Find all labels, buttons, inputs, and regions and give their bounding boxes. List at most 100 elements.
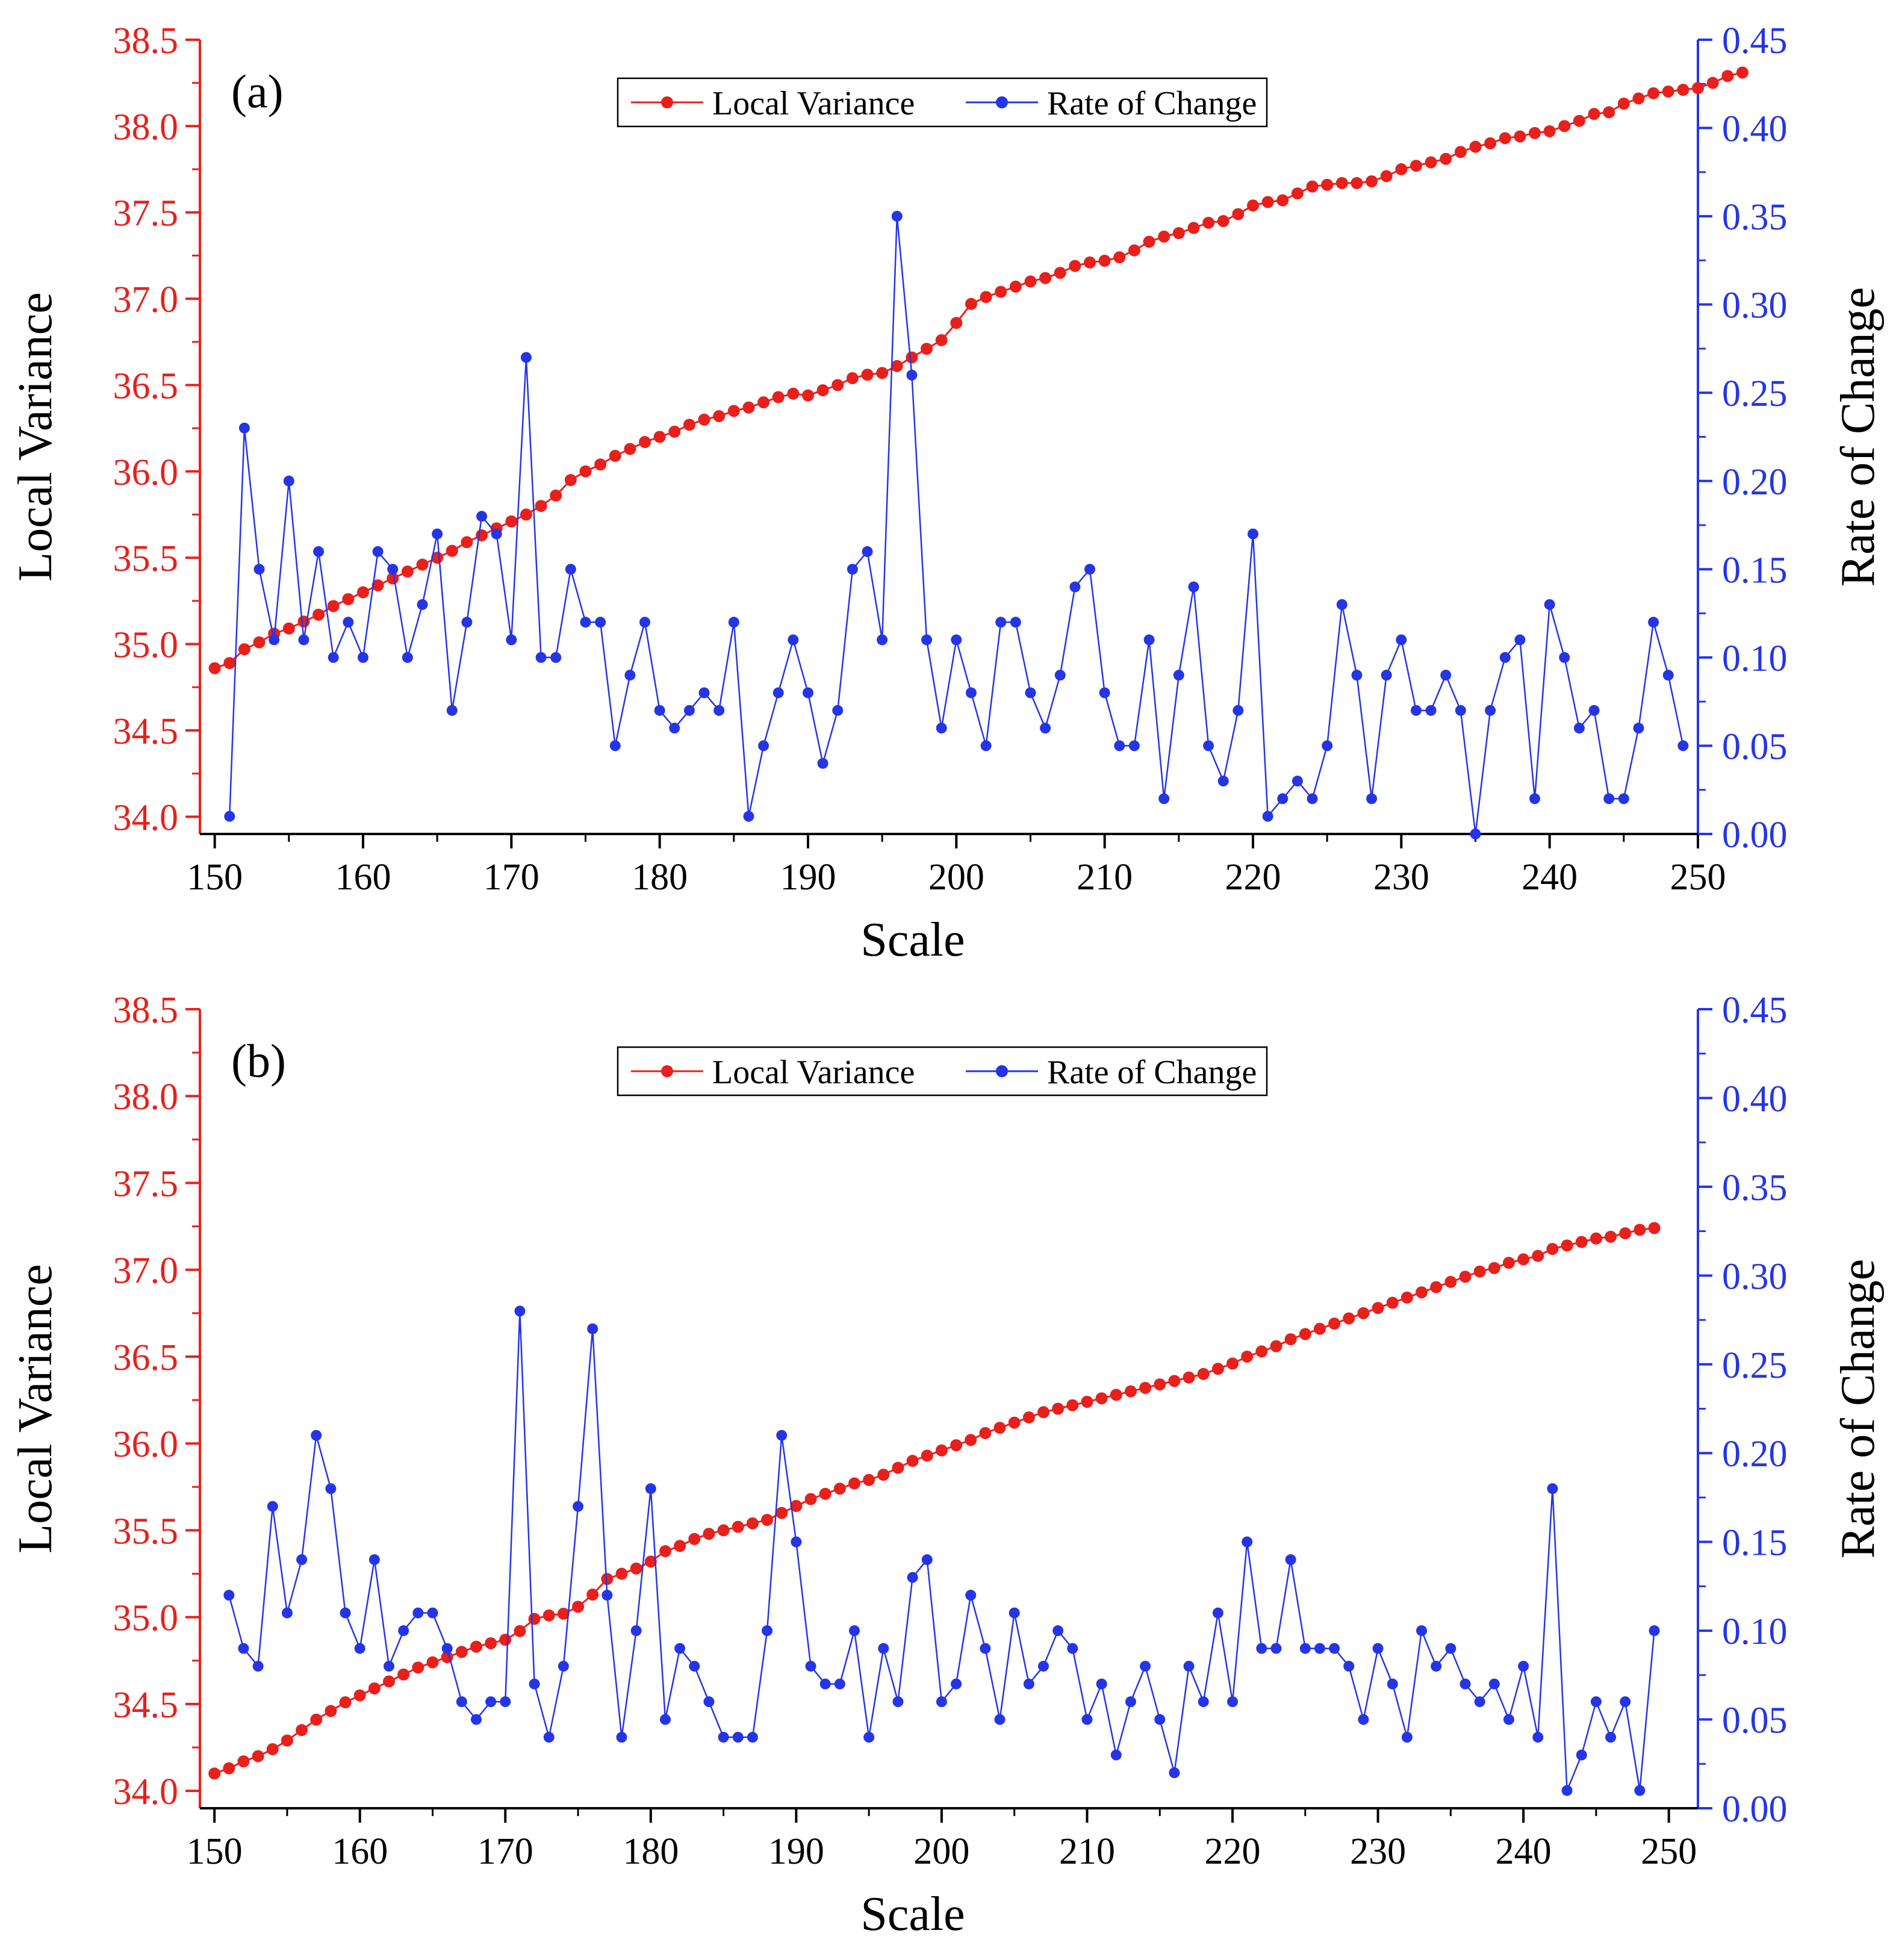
data-point — [907, 1572, 918, 1583]
right-tick-label: 0.05 — [1722, 1700, 1788, 1741]
data-point — [573, 1501, 584, 1512]
data-point — [1009, 281, 1022, 293]
data-point — [1052, 1625, 1064, 1637]
data-point — [1246, 199, 1259, 212]
data-point — [208, 662, 221, 674]
data-point — [698, 687, 710, 698]
data-point — [1518, 1661, 1529, 1672]
data-point — [802, 687, 813, 698]
data-point — [296, 1724, 308, 1737]
data-point — [1069, 581, 1081, 593]
data-point — [921, 634, 933, 646]
data-point — [586, 1588, 599, 1601]
data-point — [935, 1444, 948, 1457]
data-point — [639, 617, 651, 628]
data-point — [788, 634, 799, 646]
data-point — [470, 1640, 482, 1653]
x-tick-label: 250 — [1670, 857, 1726, 898]
data-point — [1084, 256, 1096, 269]
data-point — [456, 1696, 467, 1708]
data-point — [732, 1732, 744, 1743]
data-point — [1169, 1767, 1180, 1779]
right-tick-label: 0.40 — [1722, 1078, 1788, 1119]
data-point — [1140, 1661, 1151, 1672]
data-point — [615, 1567, 628, 1580]
panel-label: (a) — [231, 65, 284, 117]
data-point — [1473, 1265, 1486, 1278]
data-point — [223, 657, 236, 670]
series-local-variance — [208, 66, 1749, 674]
data-point — [683, 418, 695, 431]
data-point — [224, 810, 235, 822]
left-tick-label: 38.0 — [113, 1077, 179, 1118]
data-point — [253, 564, 265, 575]
data-point — [921, 343, 933, 355]
data-point — [980, 740, 992, 751]
data-point — [848, 1477, 860, 1490]
data-point — [805, 1661, 816, 1672]
data-point — [727, 405, 740, 417]
data-point — [1066, 1399, 1079, 1411]
data-point — [1692, 82, 1704, 95]
data-point — [1444, 1275, 1457, 1288]
data-point — [995, 285, 1007, 298]
right-tick-label: 0.45 — [1722, 990, 1788, 1031]
data-point — [543, 1732, 555, 1743]
right-tick-label: 0.25 — [1722, 1345, 1788, 1386]
data-point — [1401, 1732, 1413, 1743]
data-point — [1634, 1785, 1646, 1796]
data-point — [1343, 1312, 1355, 1325]
data-point — [528, 1613, 541, 1625]
data-point — [1037, 1406, 1050, 1419]
data-point — [520, 352, 532, 363]
right-axis-title: Rate of Change — [1832, 287, 1885, 587]
data-point — [1588, 705, 1600, 716]
data-point — [1543, 125, 1556, 137]
data-point — [1081, 1714, 1093, 1725]
data-point — [1454, 146, 1467, 158]
data-point — [1292, 776, 1303, 787]
data-point — [801, 389, 814, 402]
data-point — [1098, 255, 1111, 267]
data-point — [387, 572, 399, 585]
data-point — [252, 1661, 264, 1672]
data-point — [431, 552, 444, 564]
data-point — [1232, 208, 1245, 220]
data-point — [1502, 1257, 1515, 1269]
data-point — [491, 528, 502, 540]
data-point — [1198, 1696, 1209, 1708]
data-point — [542, 1609, 555, 1622]
data-point — [476, 529, 488, 541]
data-point — [384, 1661, 395, 1672]
data-point — [1445, 1643, 1456, 1654]
right-tick-label: 0.10 — [1722, 1611, 1788, 1652]
data-point — [762, 1625, 773, 1637]
data-point — [1588, 108, 1600, 120]
data-point — [368, 1554, 380, 1566]
data-point — [1387, 1678, 1398, 1690]
data-point — [1488, 1678, 1500, 1690]
data-point — [223, 1762, 235, 1775]
data-point — [557, 1607, 570, 1620]
data-point — [1430, 1281, 1443, 1293]
data-point — [1484, 137, 1497, 150]
data-point — [688, 1532, 701, 1545]
data-point — [461, 617, 473, 628]
x-axis-title: Scale — [860, 913, 965, 966]
right-tick-label: 0.25 — [1722, 373, 1788, 414]
data-point — [1358, 1714, 1369, 1725]
data-point — [1024, 275, 1037, 288]
data-point — [1514, 130, 1526, 143]
data-point — [1067, 1643, 1078, 1654]
left-tick-label: 38.0 — [113, 107, 179, 148]
data-point — [432, 528, 443, 540]
data-point — [609, 740, 621, 751]
data-point — [1590, 1696, 1602, 1708]
data-point — [1632, 92, 1645, 105]
x-tick-label: 200 — [928, 857, 984, 898]
data-point — [402, 652, 413, 663]
left-tick-label: 38.5 — [113, 990, 179, 1031]
data-point — [683, 705, 695, 716]
series-rate-of-change — [224, 211, 1689, 839]
data-point — [1603, 106, 1615, 119]
